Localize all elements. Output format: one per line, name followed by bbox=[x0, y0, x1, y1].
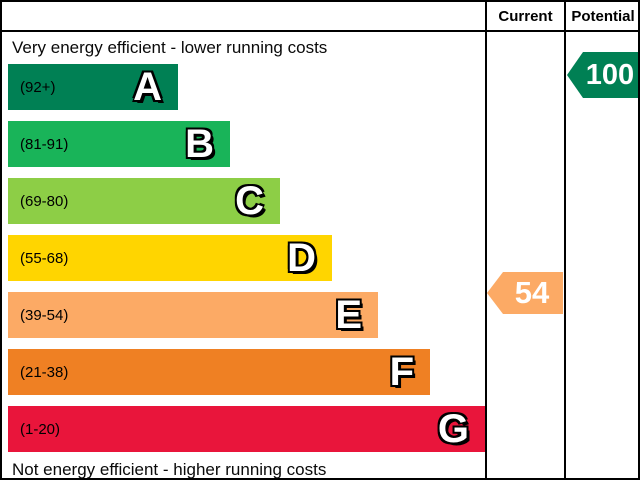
potential-column-divider bbox=[564, 2, 566, 478]
band-range-label: (21-38) bbox=[20, 363, 69, 381]
band-range-label: (39-54) bbox=[20, 306, 69, 324]
band-b: (81-91) B bbox=[8, 121, 230, 167]
current-rating-tag: 54 bbox=[487, 272, 563, 314]
potential-rating-value: 100 bbox=[585, 58, 635, 91]
top-note: Very energy efficient - lower running co… bbox=[12, 38, 328, 57]
current-column-divider bbox=[485, 2, 487, 478]
bottom-note: Not energy efficient - higher running co… bbox=[12, 460, 327, 479]
band-letter: F bbox=[389, 350, 415, 394]
band-letter: B bbox=[184, 122, 215, 166]
band-range-label: (81-91) bbox=[20, 135, 69, 153]
potential-rating-tag: 100 bbox=[567, 52, 638, 98]
band-f: (21-38) F bbox=[8, 349, 430, 395]
band-list: (92+) A (81-91) B (69-80) C (55-68) D (39-54) E (2… bbox=[8, 64, 485, 463]
band-e: (39-54) E bbox=[8, 292, 378, 338]
band-range-label: (69-80) bbox=[20, 192, 69, 210]
band-g: (1-20) G bbox=[8, 406, 485, 452]
current-column-header: Current bbox=[498, 7, 553, 25]
current-rating-value: 54 bbox=[514, 275, 550, 310]
band-d: (55-68) D bbox=[8, 235, 332, 281]
band-letter: E bbox=[334, 293, 363, 337]
potential-column-header: Potential bbox=[571, 7, 635, 25]
band-c: (69-80) C bbox=[8, 178, 280, 224]
band-letter: C bbox=[234, 179, 265, 223]
band-letter: D bbox=[286, 236, 317, 280]
band-range-label: (92+) bbox=[20, 78, 56, 96]
band-letter: A bbox=[132, 65, 163, 109]
band-a: (92+) A bbox=[8, 64, 178, 110]
band-range-label: (1-20) bbox=[20, 420, 61, 438]
band-letter: G bbox=[437, 407, 470, 451]
band-range-label: (55-68) bbox=[20, 249, 69, 267]
header-divider-line bbox=[2, 30, 638, 32]
